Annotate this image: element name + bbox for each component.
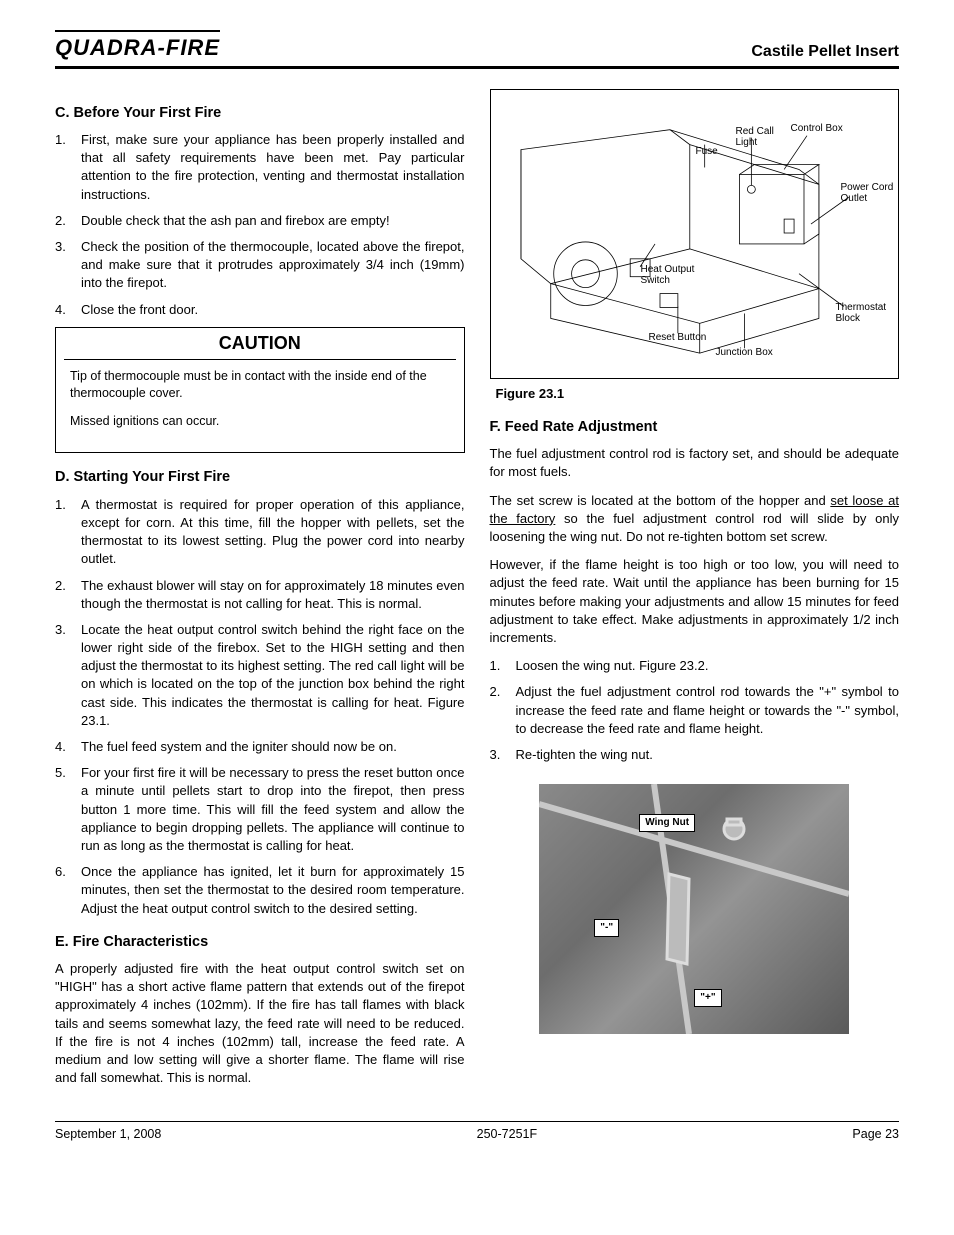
diagram-label-power-cord: Power CordOutlet <box>841 182 894 204</box>
list-number: 3. <box>55 621 81 730</box>
page-footer: September 1, 2008 250-7251F Page 23 <box>55 1121 899 1144</box>
list-number: 1. <box>55 496 81 569</box>
photo-label-wing-nut: Wing Nut <box>639 814 695 832</box>
diagram-label-junction: Junction Box <box>716 347 773 358</box>
list-number: 3. <box>55 238 81 293</box>
footer-docnum: 250-7251F <box>477 1126 537 1144</box>
diagram-label-fuse: Fuse <box>696 146 718 157</box>
list-number: 1. <box>55 131 81 204</box>
figure-23-1: Fuse Red CallLight Control Box Power Cor… <box>490 89 900 379</box>
list-item: A thermostat is required for proper oper… <box>81 496 465 569</box>
text-span: The set screw is located at the bottom o… <box>490 493 831 508</box>
brand-logo: QUADRA-FIRE <box>55 30 220 64</box>
diagram-label-thermostat: ThermostatBlock <box>836 302 887 324</box>
list-number: 3. <box>490 746 516 764</box>
list-number: 1. <box>490 657 516 675</box>
caution-box: CAUTION Tip of thermocouple must be in c… <box>55 327 465 454</box>
list-item: Double check that the ash pan and firebo… <box>81 212 465 230</box>
list-item: First, make sure your appliance has been… <box>81 131 465 204</box>
section-f-heading: F. Feed Rate Adjustment <box>490 417 900 437</box>
list-item: Loosen the wing nut. Figure 23.2. <box>516 657 900 675</box>
caution-text: Missed ignitions can occur. <box>70 413 450 431</box>
caution-text: Tip of thermocouple must be in contact w… <box>70 368 450 403</box>
list-number: 2. <box>490 683 516 738</box>
page-header: QUADRA-FIRE Castile Pellet Insert <box>55 30 899 69</box>
figure-23-2-photo: Wing Nut "-" "+" <box>539 784 849 1034</box>
list-item: Close the front door. <box>81 301 465 319</box>
section-f-list: 1.Loosen the wing nut. Figure 23.2. 2.Ad… <box>490 657 900 764</box>
section-f-p1: The fuel adjustment control rod is facto… <box>490 445 900 481</box>
section-e-heading: E. Fire Characteristics <box>55 932 465 952</box>
list-number: 4. <box>55 738 81 756</box>
list-number: 6. <box>55 863 81 918</box>
list-number: 5. <box>55 764 81 855</box>
list-item: Once the appliance has ignited, let it b… <box>81 863 465 918</box>
list-number: 4. <box>55 301 81 319</box>
section-c-list: 1.First, make sure your appliance has be… <box>55 131 465 319</box>
product-title: Castile Pellet Insert <box>751 41 899 63</box>
list-item: Adjust the fuel adjustment control rod t… <box>516 683 900 738</box>
section-d-list: 1.A thermostat is required for proper op… <box>55 496 465 918</box>
list-number: 2. <box>55 212 81 230</box>
list-item: Check the position of the thermocouple, … <box>81 238 465 293</box>
list-item: For your first fire it will be necessary… <box>81 764 465 855</box>
diagram-label-reset: Reset Button <box>649 332 707 343</box>
photo-label-plus: "+" <box>694 989 721 1007</box>
diagram-label-control-box: Control Box <box>791 123 843 134</box>
diagram-label-heat-output: Heat OutputSwitch <box>641 264 695 286</box>
footer-date: September 1, 2008 <box>55 1126 161 1144</box>
section-e-paragraph: A properly adjusted fire with the heat o… <box>55 960 465 1087</box>
list-number: 2. <box>55 577 81 613</box>
section-c-heading: C. Before Your First Fire <box>55 103 465 123</box>
left-column: C. Before Your First Fire 1.First, make … <box>55 89 465 1098</box>
list-item: Locate the heat output control switch be… <box>81 621 465 730</box>
list-item: The fuel feed system and the igniter sho… <box>81 738 465 756</box>
caution-title: CAUTION <box>64 328 456 360</box>
diagram-label-red-call: Red CallLight <box>736 126 774 148</box>
footer-page: Page 23 <box>852 1126 899 1144</box>
right-column: Fuse Red CallLight Control Box Power Cor… <box>490 89 900 1098</box>
photo-label-minus: "-" <box>594 919 619 937</box>
section-f-p2: The set screw is located at the bottom o… <box>490 492 900 547</box>
figure-caption: Figure 23.1 <box>496 385 900 403</box>
list-item: Re-tighten the wing nut. <box>516 746 900 764</box>
list-item: The exhaust blower will stay on for appr… <box>81 577 465 613</box>
section-f-p3: However, if the flame height is too high… <box>490 556 900 647</box>
section-d-heading: D. Starting Your First Fire <box>55 467 465 487</box>
